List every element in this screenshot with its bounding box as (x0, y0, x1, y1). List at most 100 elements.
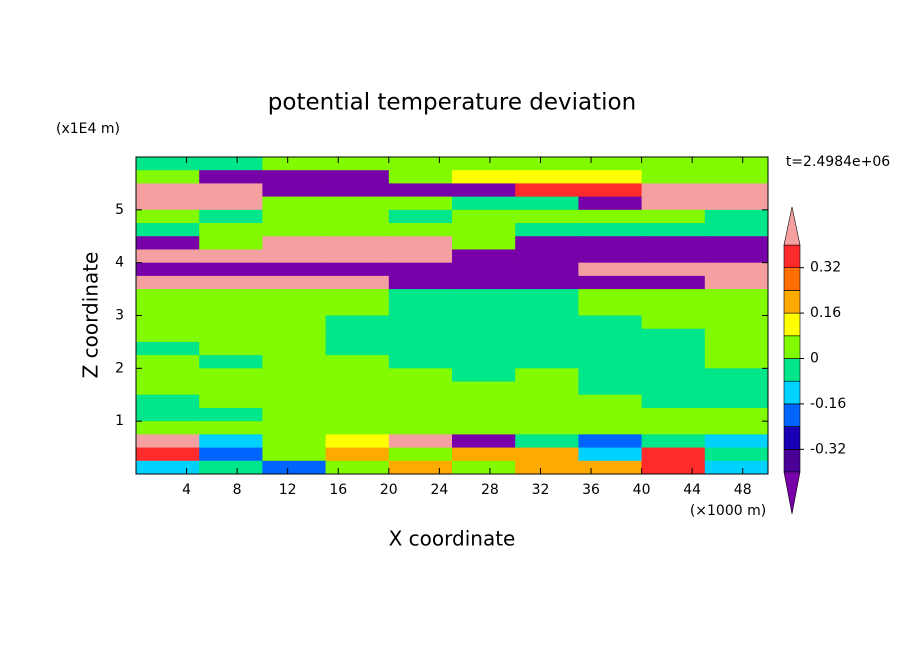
x-tick-label: 4 (182, 482, 191, 498)
contour-cell (515, 249, 579, 264)
y-tick-label: 2 (115, 360, 124, 376)
contour-cell (199, 170, 263, 184)
contour-cell (199, 262, 263, 277)
contour-cell (515, 381, 579, 396)
y-tick-label: 5 (115, 202, 124, 218)
contour-cell (704, 262, 768, 277)
colorbar-box (783, 358, 801, 382)
contour-cell (388, 302, 453, 316)
contour-cell (515, 236, 579, 250)
contour-cell (136, 341, 200, 356)
contour-cell (325, 368, 390, 383)
contour-cell (262, 236, 327, 250)
contour-cell (388, 223, 453, 237)
contour-cell (641, 381, 706, 396)
contour-cell (136, 196, 200, 211)
x-tick-label: 48 (734, 482, 752, 498)
contour-cell (704, 315, 768, 330)
contour-cell (515, 262, 579, 277)
contour-cell (641, 157, 706, 171)
contour-cell (578, 249, 643, 264)
contour-cell (641, 328, 706, 343)
contour-cell (199, 157, 263, 171)
contour-cell (704, 289, 768, 303)
contour-cell (641, 355, 706, 369)
contour-cell (515, 328, 579, 343)
x-tick-label: 8 (233, 482, 242, 498)
contour-cell (388, 368, 453, 383)
contour-cell (388, 394, 453, 409)
contour-cell (388, 157, 453, 171)
contour-cell (325, 249, 390, 264)
contour-cell (578, 157, 643, 171)
contour-cell (641, 447, 706, 462)
contour-cell (388, 209, 453, 224)
contour-cell (388, 196, 453, 211)
contour-cell (199, 223, 263, 237)
contour-cell (704, 434, 768, 449)
contour-cell (325, 157, 390, 171)
contour-cell (325, 355, 390, 369)
contour-cell (515, 196, 579, 211)
contour-cell (452, 249, 516, 264)
contour-cell (578, 394, 643, 409)
contour-cell (136, 262, 200, 277)
contour-cell (515, 223, 579, 237)
contour-cell (704, 447, 768, 462)
contour-cell (641, 236, 706, 250)
contour-cell (325, 236, 390, 250)
contour-cell (452, 447, 516, 462)
contour-cell (325, 223, 390, 237)
contour-cell (388, 447, 453, 462)
x-tick-label: 28 (481, 482, 499, 498)
contour-cell (578, 407, 643, 422)
contour-cell (515, 355, 579, 369)
x-tick-label: 36 (582, 482, 600, 498)
contour-cell (452, 341, 516, 356)
contour-cell (136, 407, 200, 422)
contour-cell (704, 249, 768, 264)
contour-cell (452, 262, 516, 277)
contour-cell (452, 209, 516, 224)
contour-cell (578, 236, 643, 250)
contour-cell (388, 421, 453, 435)
contour-cell (388, 262, 453, 277)
contour-cell (136, 157, 200, 171)
contour-cell (704, 209, 768, 224)
contour-cell (262, 394, 327, 409)
contour-cell (136, 447, 200, 462)
contour-cell (325, 460, 390, 474)
x-tick-label: 32 (532, 482, 550, 498)
contour-cell (704, 407, 768, 422)
contour-cell (388, 170, 453, 184)
contour-cell (578, 196, 643, 211)
contour-cell (452, 289, 516, 303)
contour-cell (199, 368, 263, 383)
contour-cell (199, 209, 263, 224)
contour-cell (136, 170, 200, 184)
contour-cell (578, 355, 643, 369)
contour-cell (199, 355, 263, 369)
y-tick-label: 4 (115, 255, 124, 271)
contour-cell (262, 368, 327, 383)
contour-cell (704, 460, 768, 474)
contour-cell (262, 447, 327, 462)
colorbar-box (783, 426, 801, 450)
y-tick-label: 3 (115, 308, 124, 324)
contour-cell (515, 341, 579, 356)
contour-cell (452, 394, 516, 409)
contour-cell (199, 315, 263, 330)
contour-cell (578, 289, 643, 303)
colorbar-top (783, 206, 801, 246)
colorbar-box (783, 403, 801, 427)
x-axis-label: X coordinate (389, 527, 516, 551)
contour-cell (578, 434, 643, 449)
contour-cell (515, 289, 579, 303)
contour-cell (641, 289, 706, 303)
contour-cell (262, 223, 327, 237)
colorbar-box (783, 312, 801, 337)
contour-cell (641, 223, 706, 237)
contour-cell (388, 289, 453, 303)
contour-cell (641, 315, 706, 330)
contour-cell (136, 302, 200, 316)
